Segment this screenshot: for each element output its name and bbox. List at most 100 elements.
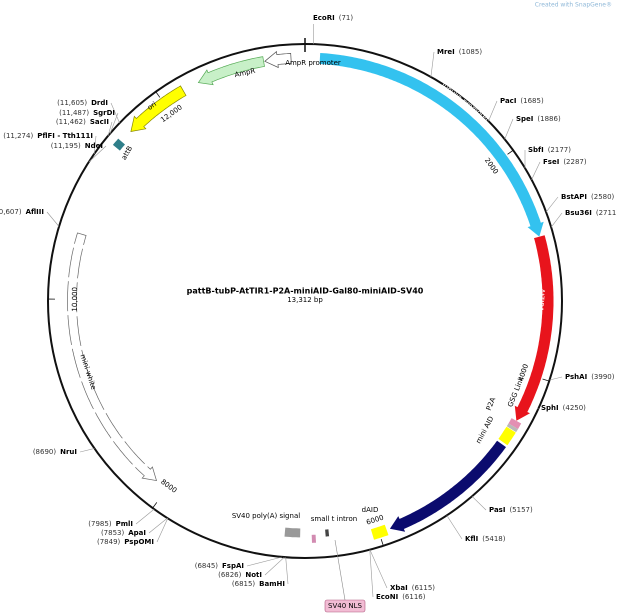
site-position: (71) [339,14,354,22]
feature-label: small t intron [311,515,357,523]
site-position: (6815) [232,580,256,588]
plasmid-size: 13,312 bp [287,296,323,304]
site-name: PflFI - Tth111I [37,132,93,140]
site-label: SbfI (2177) [528,146,571,154]
feature-arc [311,534,316,543]
site-label: EcoRI (71) [313,14,353,22]
scale-tick [542,378,550,382]
site-position: (7853) [101,529,125,537]
site-position: (6116) [402,593,426,601]
site-position: (11,487) [59,109,89,117]
site-name: NotI [245,571,262,579]
feature-arc [130,85,187,132]
scale-label: 10,000 [71,287,79,312]
site-name: NruI [60,448,77,456]
site-label: (11,274) PflFI - Tth111I [3,132,93,140]
site-name: ApaI [128,529,146,537]
feature-arc [370,524,389,540]
site-name: BamHI [259,580,285,588]
site-label: SpeI (1886) [516,115,561,123]
site-name: SacII [90,118,109,126]
site-position: (11,462) [56,118,86,126]
feature-arc [284,527,301,538]
feature-label: P2A [485,396,498,412]
site-name: SgrDI [93,109,115,117]
leader-line [471,496,487,511]
site-label: (6815) BamHI [232,580,285,588]
leader-line [107,121,113,136]
feature-label: AmpR promoter [285,59,341,67]
feature-arc [264,50,292,69]
leader-line [156,518,169,543]
site-name: SpeI [516,115,533,123]
leader-line [531,161,541,180]
site-label: (11,195) NdeI [51,142,103,150]
leader-line [148,517,168,534]
plasmid-name: pattB-tubP-AtTIR1-P2A-miniAID-Gal80-mini… [187,287,424,296]
site-label: EcoNI (6116) [376,593,426,601]
site-position: (4250) [563,404,587,412]
site-label: (11,462) SacII [56,118,109,126]
site-name: PacI [500,97,516,105]
watermark: Created with SnapGene® [535,2,612,9]
site-position: (11,274) [3,132,33,140]
site-label: (10,607) AflIII [0,208,44,216]
site-name: NdeI [85,142,103,150]
site-position: (2177) [548,146,572,154]
feature-label: ori [146,100,158,112]
site-label: (11,605) DrdI [57,99,108,107]
feature-label: SV40 NLS [328,602,363,610]
site-label: (7985) PmlI [88,520,133,528]
site-label: KflI (5418) [465,535,506,543]
site-position: (1085) [459,48,483,56]
feature-arc [508,418,522,430]
site-position: (1685) [520,97,544,105]
scale-tick [152,502,158,509]
leader-line [369,549,388,589]
site-position: (5157) [509,506,533,514]
scale-label: 6000 [365,514,384,527]
leader-line [79,448,95,453]
site-name: FseI [543,158,559,166]
site-label: (11,487) SgrDI [59,109,115,117]
site-name: PmlI [116,520,133,528]
site-position: (1886) [537,115,561,123]
feature-arc [319,53,544,237]
site-label: PshAI (3990) [565,373,615,381]
leader-line [109,112,119,134]
nls-connector [334,539,346,601]
site-position: (2711) [596,209,617,217]
leader-line [550,212,563,228]
site-position: (7985) [88,520,112,528]
leader-line [246,556,283,567]
leader-line [446,515,463,540]
site-name: DrdI [91,99,108,107]
site-position: (3990) [591,373,615,381]
site-label: (8690) NruI [33,448,77,456]
feature-arc [325,529,330,537]
leader-line [264,556,285,576]
site-label: PacI (1685) [500,97,544,105]
feature-arc [67,232,157,482]
site-position: (7849) [97,538,121,546]
feature-arc [514,235,554,421]
leader-line [545,196,559,213]
site-label: FseI (2287) [543,158,587,166]
feature-arc [498,426,516,446]
site-name: KflI [465,535,478,543]
leader-line [110,102,120,124]
site-name: EcoNI [376,593,398,601]
scale-label: 4000 [517,363,530,382]
scale-label: 8000 [159,478,178,495]
site-position: (8690) [33,448,57,456]
site-label: (7853) ApaI [101,529,146,537]
feature-label: SV40 poly(A) signal [232,512,300,520]
site-name: Bsu36I [565,209,592,217]
feature-label: AtTIR1 [536,288,546,312]
site-label: (6826) NotI [218,571,262,579]
site-name: EcoRI [313,14,335,22]
site-name: PspOMI [124,538,154,546]
scale-tick [507,149,514,155]
site-name: AflIII [26,208,44,216]
site-name: PasI [489,506,505,514]
